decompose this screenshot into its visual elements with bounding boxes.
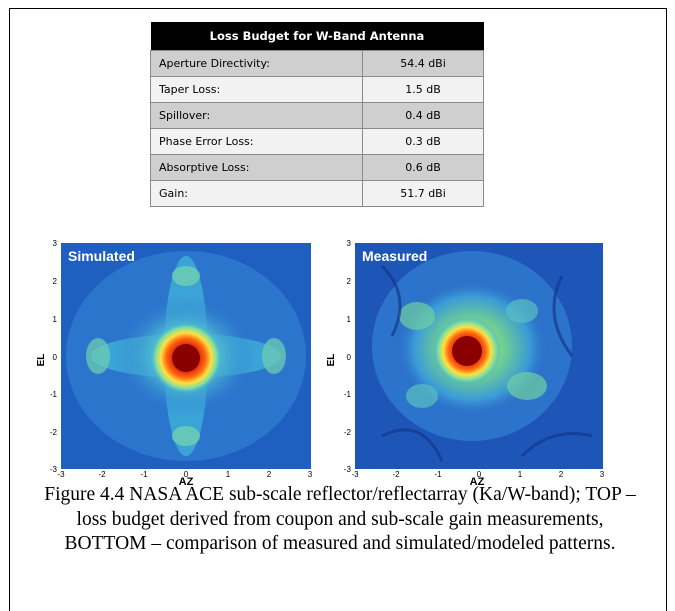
pattern-lobes [66, 251, 306, 461]
figure-frame-top [9, 8, 667, 9]
y-tick: 1 [53, 315, 58, 324]
x-tick: -1 [140, 470, 148, 479]
y-tick: 0 [347, 353, 352, 362]
row-label: Spillover: [150, 102, 363, 129]
row-label: Taper Loss: [150, 76, 363, 103]
x-tick: 3 [600, 470, 605, 479]
plot-title: Simulated [68, 248, 135, 264]
y-tick: 2 [53, 277, 58, 286]
x-axis-label: AZ [470, 476, 485, 486]
y-tick: -3 [50, 465, 58, 474]
x-tick: -2 [392, 470, 400, 479]
measured-pattern-plot: Measured EL AZ -3 -2 -1 0 1 2 3 3 2 1 0 … [326, 239, 605, 486]
table-row: Absorptive Loss: 0.6 dB [150, 154, 484, 181]
figure-caption: Figure 4.4 NASA ACE sub-scale reflector/… [44, 484, 636, 554]
y-tick: -1 [50, 390, 58, 399]
table-title: Loss Budget for W-Band Antenna [150, 22, 484, 51]
y-tick: -3 [344, 465, 352, 474]
x-tick: 3 [308, 470, 313, 479]
row-value: 51.7 dBi [362, 180, 484, 207]
y-tick: 0 [53, 353, 58, 362]
table-row: Aperture Directivity: 54.4 dBi [150, 50, 484, 77]
x-ticks: -3 -2 -1 0 1 2 3 [57, 470, 312, 479]
row-label: Aperture Directivity: [150, 50, 363, 77]
y-axis-label: EL [36, 354, 47, 367]
x-tick: 1 [518, 470, 523, 479]
x-tick: 0 [184, 470, 189, 479]
row-value: 0.3 dB [362, 128, 484, 155]
row-value: 0.6 dB [362, 154, 484, 181]
y-ticks: 3 2 1 0 -1 -2 -3 [50, 239, 58, 474]
y-tick: -2 [344, 428, 352, 437]
x-tick: 1 [226, 470, 231, 479]
table-row: Spillover: 0.4 dB [150, 102, 484, 129]
x-tick: 0 [477, 470, 482, 479]
table-row: Taper Loss: 1.5 dB [150, 76, 484, 103]
row-label: Gain: [150, 180, 363, 207]
x-tick: -1 [434, 470, 442, 479]
table-row: Phase Error Loss: 0.3 dB [150, 128, 484, 155]
x-axis-label: AZ [179, 476, 194, 486]
row-label: Absorptive Loss: [150, 154, 363, 181]
row-value: 0.4 dB [362, 102, 484, 129]
table-row: Gain: 51.7 dBi [150, 180, 484, 207]
figure-frame-right [666, 8, 667, 611]
x-tick: -2 [98, 470, 106, 479]
row-label: Phase Error Loss: [150, 128, 363, 155]
simulated-pattern-plot: Simulated EL AZ -3 -2 -1 0 1 2 3 3 2 1 0… [36, 239, 313, 486]
y-tick: 1 [347, 315, 352, 324]
y-axis-label: EL [326, 354, 337, 367]
row-value: 54.4 dBi [362, 50, 484, 77]
y-tick: 2 [347, 277, 352, 286]
figure-frame-left [9, 8, 10, 611]
y-ticks: 3 2 1 0 -1 -2 -3 [344, 239, 352, 474]
x-tick: 2 [559, 470, 564, 479]
x-tick: -3 [57, 470, 65, 479]
x-ticks: -3 -2 -1 0 1 2 3 [351, 470, 604, 479]
loss-budget-table: Loss Budget for W-Band Antenna Aperture … [150, 22, 484, 207]
y-tick: 3 [53, 239, 58, 248]
plot-title: Measured [362, 248, 427, 264]
x-tick: -3 [351, 470, 359, 479]
row-value: 1.5 dB [362, 76, 484, 103]
y-tick: -2 [50, 428, 58, 437]
y-tick: -1 [344, 390, 352, 399]
x-tick: 2 [267, 470, 272, 479]
y-tick: 3 [347, 239, 352, 248]
pattern-lobes [372, 251, 593, 462]
